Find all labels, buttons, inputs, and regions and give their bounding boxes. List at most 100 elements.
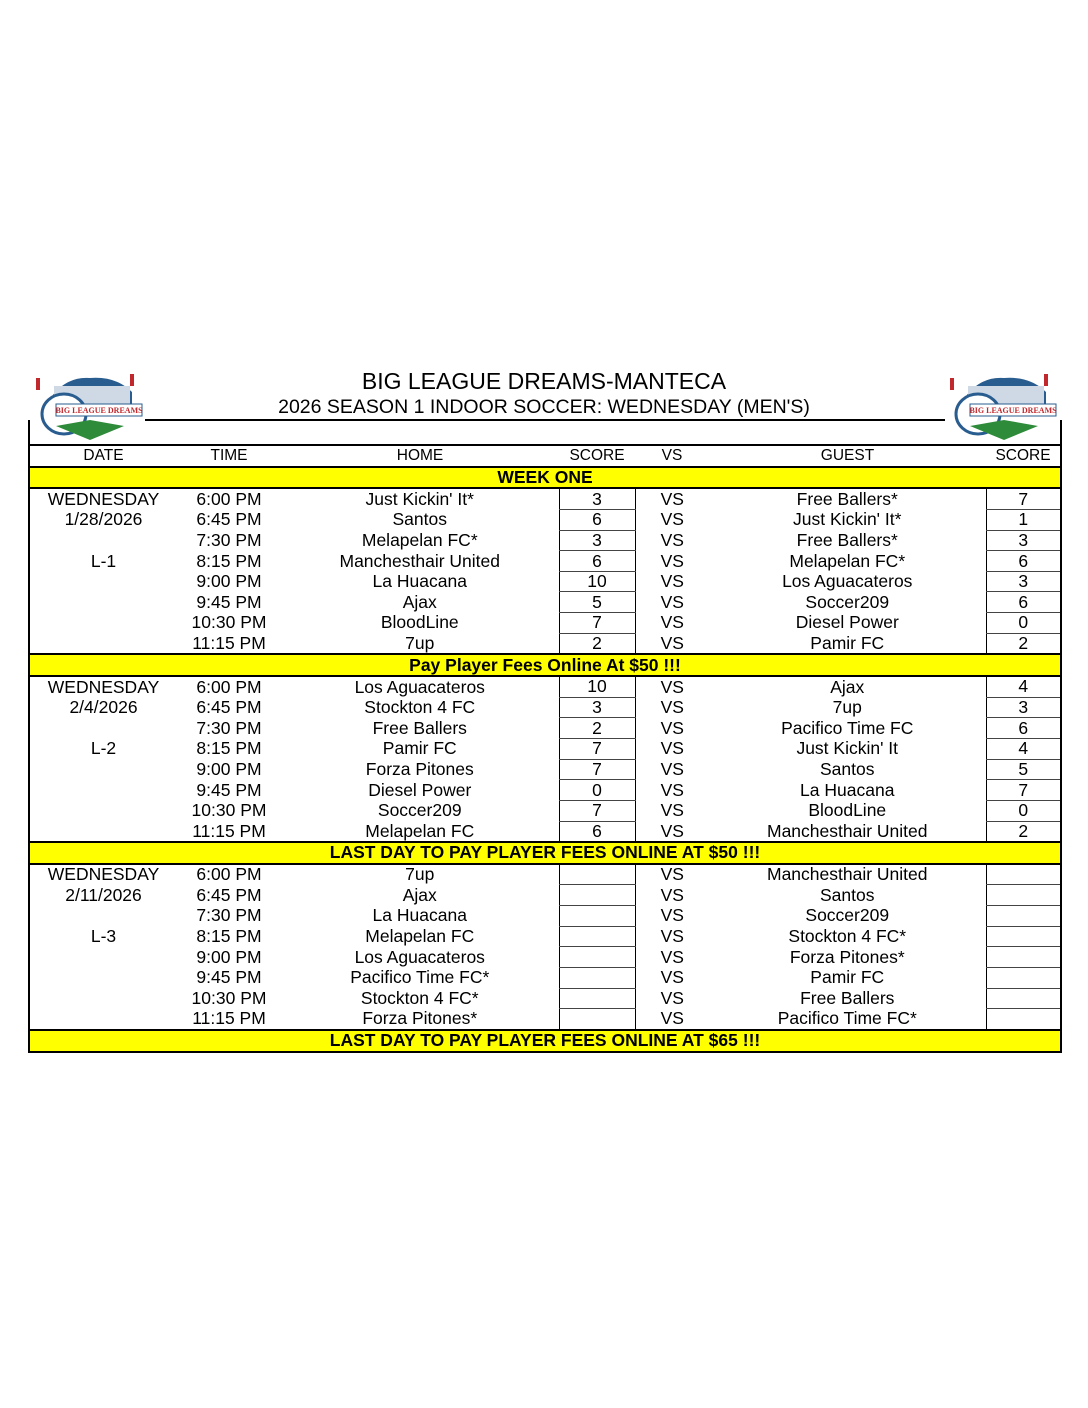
home-score: 5 [558,591,636,614]
home-score [558,884,636,907]
guest-score [985,967,1062,989]
vs-label: VS [660,633,684,653]
date-cell [29,759,177,780]
game-time: 8:15 PM [196,738,262,759]
home-team: Melapelan FC* [361,530,478,550]
guest-team: BloodLine [808,800,887,821]
game-row: L-3 8:15 PM Melapelan FC VS Stockton 4 FC* [29,926,1062,948]
vs-label: VS [660,509,684,530]
game-row: 7:30 PM Melapelan FC* 3 VS Free Ballers* 3 [29,530,1062,552]
guest-score: 2 [985,821,1062,843]
game-time: 7:30 PM [196,905,262,926]
game-time: 8:15 PM [196,926,262,947]
guest-score: 6 [985,717,1062,739]
home-score: 7 [558,612,636,634]
game-row: WEDNESDAY 6:00 PM Los Aguacateros 10 VS Ajax 4 [29,676,1062,698]
vs-label: VS [660,905,684,926]
game-time: 6:45 PM [196,697,262,717]
guest-score: 5 [985,759,1062,781]
home-team: Stockton 4 FC* [360,988,479,1008]
home-team: 7up [405,633,435,653]
guest-team: Pamir FC [810,967,885,988]
home-score [558,988,636,1010]
banner-text: LAST DAY TO PAY PLAYER FEES ONLINE AT $5… [29,841,1061,865]
game-row: 1/28/2026 6:45 PM Santos 6 VS Just Kickin' It… [29,509,1062,531]
header-home-score: SCORE [559,444,635,468]
date-label: 1/28/2026 [64,509,143,530]
date-label: 2/4/2026 [69,697,138,717]
banner-text: Pay Player Fees Online At $50 !!! [29,653,1061,678]
guest-score [985,863,1062,886]
game-row: WEDNESDAY 6:00 PM Just Kickin' It* 3 VS Free … [29,488,1062,510]
game-time: 6:45 PM [196,509,262,530]
vs-label: VS [660,864,684,885]
home-score: 2 [558,717,636,739]
guest-team: Pamir FC [810,633,885,653]
vs-label: VS [660,884,684,905]
home-team: La Huacana [372,905,467,926]
home-score: 7 [558,738,636,760]
vs-label: VS [660,926,684,947]
home-score: 3 [558,697,636,719]
guest-team: Stockton 4 FC* [788,926,907,947]
vs-label: VS [660,1008,684,1029]
guest-team: La Huacana [800,779,895,800]
guest-team: 7up [832,697,862,717]
guest-team: Pacifico Time FC [781,717,914,738]
game-row: L-2 8:15 PM Pamir FC 7 VS Just Kickin' It 4 [29,738,1062,760]
vs-label: VS [660,612,684,633]
game-row: 7:30 PM Free Ballers 2 VS Pacifico Time FC 6 [29,717,1062,739]
guest-score: 2 [985,633,1062,655]
guest-team: Free Ballers* [796,488,898,509]
date-cell [29,968,177,989]
guest-score [985,884,1062,907]
game-time: 9:00 PM [196,571,262,592]
game-time: 11:15 PM [192,821,266,841]
home-team: BloodLine [380,612,459,633]
game-row: 9:00 PM Los Aguacateros VS Forza Pitones* [29,946,1062,969]
game-row: 10:30 PM BloodLine 7 VS Diesel Power 0 [29,612,1062,634]
guest-team: Free Ballers [800,988,895,1008]
game-row: WEDNESDAY 6:00 PM 7up VS Manchesthair United [29,863,1062,886]
game-time: 6:00 PM [196,676,262,697]
game-time: 10:30 PM [191,800,267,821]
guest-score [985,1008,1062,1031]
date-label: 2/11/2026 [65,884,142,905]
guest-score: 7 [985,779,1062,801]
header-vs: VS [635,444,709,468]
date-cell [29,571,177,592]
guest-score: 6 [985,550,1062,572]
guest-score: 3 [985,530,1062,552]
vs-label: VS [660,591,684,612]
game-time: 11:15 PM [192,633,266,653]
game-time: 6:00 PM [196,488,262,509]
guest-score: 3 [985,697,1062,719]
header-date: DATE [29,444,177,468]
svg-text:BIG LEAGUE DREAMS: BIG LEAGUE DREAMS [969,406,1057,415]
game-time: 7:30 PM [196,530,262,550]
home-score: 10 [558,571,636,593]
home-team: Manchesthair United [339,550,501,571]
guest-team: Just Kickin' It* [793,509,902,530]
game-time: 7:30 PM [196,717,262,738]
game-row: 9:45 PM Pacifico Time FC* VS Pamir FC [29,967,1062,989]
guest-score: 4 [985,676,1062,698]
game-row: L-1 8:15 PM Manchesthair United 6 VS Melapela… [29,550,1062,572]
date-cell [29,780,177,801]
guest-team: Manchesthair United [767,821,928,841]
home-score [558,946,636,969]
day-label: WEDNESDAY [47,676,160,697]
home-score: 3 [558,530,636,552]
vs-label: VS [660,759,684,779]
day-label: WEDNESDAY [47,864,160,885]
game-row: 10:30 PM Stockton 4 FC* VS Free Ballers [29,988,1062,1010]
page-subtitle: 2026 SEASON 1 INDOOR SOCCER: WEDNESDAY (… [278,396,810,418]
date-cell [29,821,177,842]
date-cell [29,592,177,613]
home-team: Pacifico Time FC* [350,967,490,988]
game-row: 9:00 PM Forza Pitones 7 VS Santos 5 [29,759,1062,781]
title-divider [145,419,945,421]
home-team: Ajax [402,591,437,612]
vs-label: VS [660,738,684,759]
date-cell [29,530,177,551]
